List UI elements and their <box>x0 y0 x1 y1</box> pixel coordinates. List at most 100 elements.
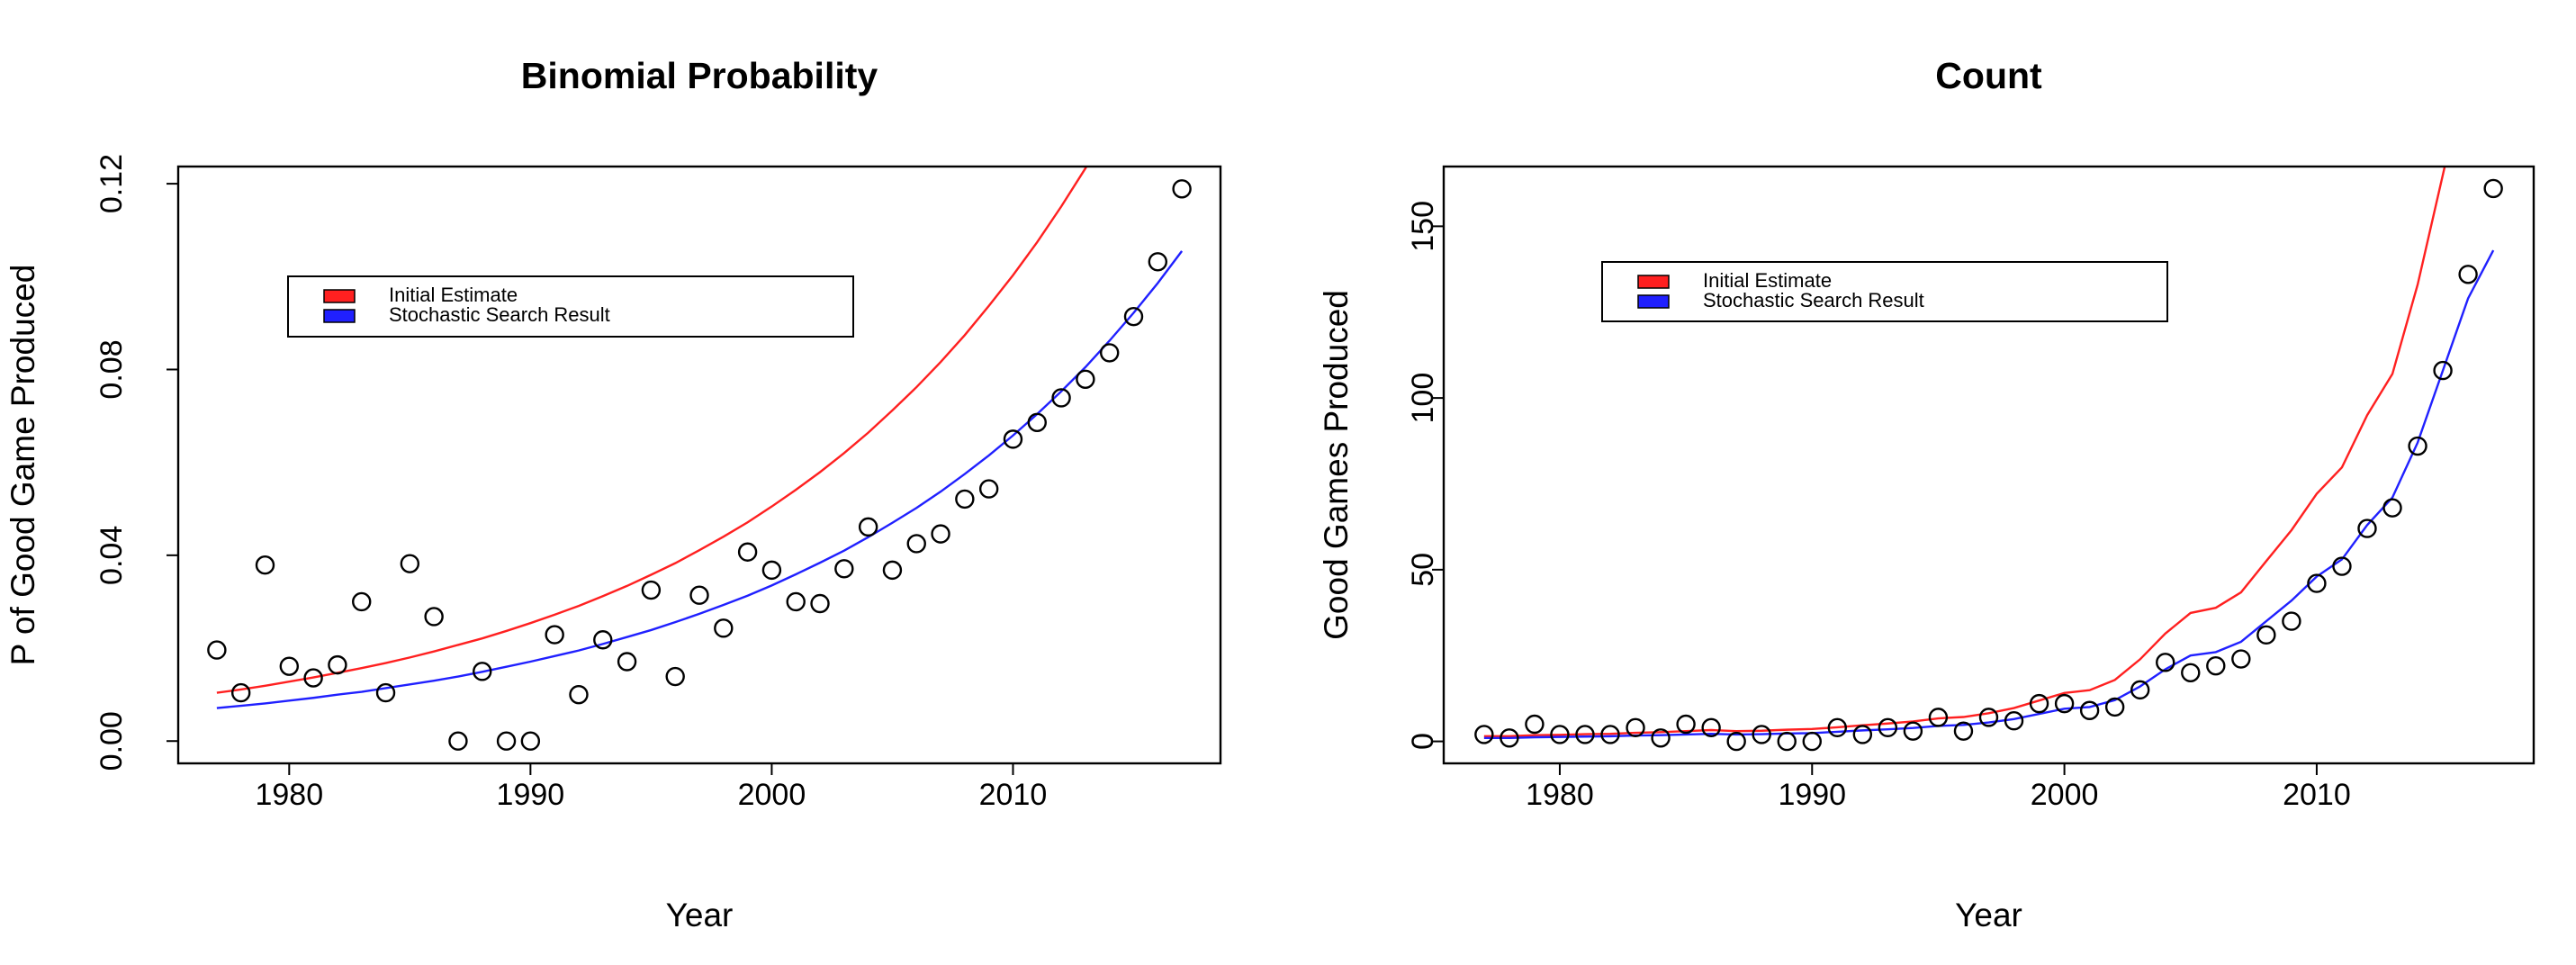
data-point <box>1051 388 1071 408</box>
data-point <box>2104 697 2125 717</box>
data-point <box>714 618 734 638</box>
data-point <box>2458 265 2478 284</box>
data-point <box>1076 369 1095 390</box>
data-point <box>2483 178 2503 199</box>
x-tick-label: 2010 <box>979 778 1048 812</box>
data-point <box>955 489 975 510</box>
data-point <box>1878 717 1898 738</box>
y-tick-label: 100 <box>1406 373 1440 424</box>
data-point <box>2332 556 2352 576</box>
y-axis-label: Good Games Produced <box>1318 290 1355 640</box>
plot-frame <box>176 165 1222 765</box>
data-point <box>255 555 275 575</box>
data-point <box>761 560 782 581</box>
x-tick-label: 1990 <box>497 778 565 812</box>
data-point <box>2357 519 2377 538</box>
data-point <box>1027 412 1047 432</box>
data-point <box>1802 731 1822 752</box>
data-point <box>520 731 541 751</box>
y-tick-label: 50 <box>1406 553 1440 587</box>
data-point <box>2004 710 2024 731</box>
data-point <box>328 654 347 675</box>
data-point <box>1726 731 1746 752</box>
data-point <box>448 731 468 751</box>
data-point <box>1752 725 1771 744</box>
series-line <box>1483 249 2495 739</box>
data-point <box>2256 625 2276 645</box>
plot-frame <box>1442 165 2535 765</box>
legend-box <box>1601 261 2168 322</box>
data-point <box>279 656 300 676</box>
legend-swatch <box>323 289 356 303</box>
data-point <box>2408 436 2427 456</box>
y-axis-label: P of Good Game Produced <box>5 265 41 666</box>
data-point <box>1676 714 1696 735</box>
legend-label: Stochastic Search Result <box>1703 289 1924 311</box>
data-point <box>424 607 444 627</box>
legend-swatch <box>1637 275 1670 289</box>
x-tick-label: 1980 <box>1526 778 1594 812</box>
data-point <box>303 668 323 688</box>
data-point <box>1852 725 1873 744</box>
legend-swatch <box>1637 294 1670 309</box>
data-point <box>1500 728 1519 748</box>
data-point <box>978 479 999 499</box>
data-point <box>1148 252 1168 272</box>
y-tick-label: 150 <box>1406 201 1440 252</box>
data-point <box>1827 717 1848 738</box>
x-tick-label: 2010 <box>2283 778 2351 812</box>
data-point <box>1099 343 1120 363</box>
data-point <box>2181 663 2201 682</box>
data-point <box>689 585 709 605</box>
data-point <box>1474 725 1494 744</box>
series-line <box>1483 167 2446 738</box>
chart-title: Count <box>1935 55 2042 96</box>
data-point <box>593 630 613 650</box>
x-tick-label: 1990 <box>1778 778 1846 812</box>
data-point <box>2231 649 2251 669</box>
y-tick-label: 0.04 <box>95 526 129 585</box>
data-point <box>641 580 662 600</box>
data-point <box>1123 306 1144 327</box>
data-point <box>207 640 227 660</box>
data-point <box>545 625 564 645</box>
legend-box <box>287 275 854 338</box>
data-point <box>931 524 950 544</box>
data-point <box>1953 721 1974 741</box>
data-point <box>2282 611 2301 631</box>
data-point <box>2307 573 2327 593</box>
data-point <box>665 666 685 687</box>
data-point <box>352 591 372 612</box>
data-point <box>2130 680 2150 700</box>
data-point <box>834 559 854 579</box>
y-tick-label: 0.12 <box>95 154 129 213</box>
data-point <box>473 662 492 681</box>
data-point <box>1777 731 1797 752</box>
y-tick-label: 0.00 <box>95 711 129 771</box>
data-point <box>2156 653 2175 672</box>
data-point <box>1575 725 1595 744</box>
x-axis-label: Year <box>666 897 734 933</box>
x-tick-label: 2000 <box>738 778 806 812</box>
legend-label: Initial Estimate <box>389 284 518 306</box>
data-point <box>1978 708 1999 727</box>
data-point <box>906 534 926 554</box>
legend-label: Initial Estimate <box>1703 269 1832 292</box>
data-point <box>1651 728 1671 748</box>
data-point <box>2433 360 2453 381</box>
data-point <box>810 593 830 614</box>
data-point <box>496 731 517 751</box>
data-point <box>1003 429 1023 449</box>
data-point <box>569 684 589 705</box>
legend-label: Stochastic Search Result <box>389 303 610 326</box>
data-point <box>1903 721 1923 741</box>
data-point <box>230 682 251 703</box>
data-point <box>2382 498 2402 518</box>
data-point <box>1626 717 1645 738</box>
x-tick-label: 2000 <box>2031 778 2099 812</box>
data-point <box>1525 714 1545 735</box>
x-tick-label: 1980 <box>255 778 323 812</box>
data-point <box>1928 708 1949 727</box>
data-point <box>1701 717 1721 738</box>
